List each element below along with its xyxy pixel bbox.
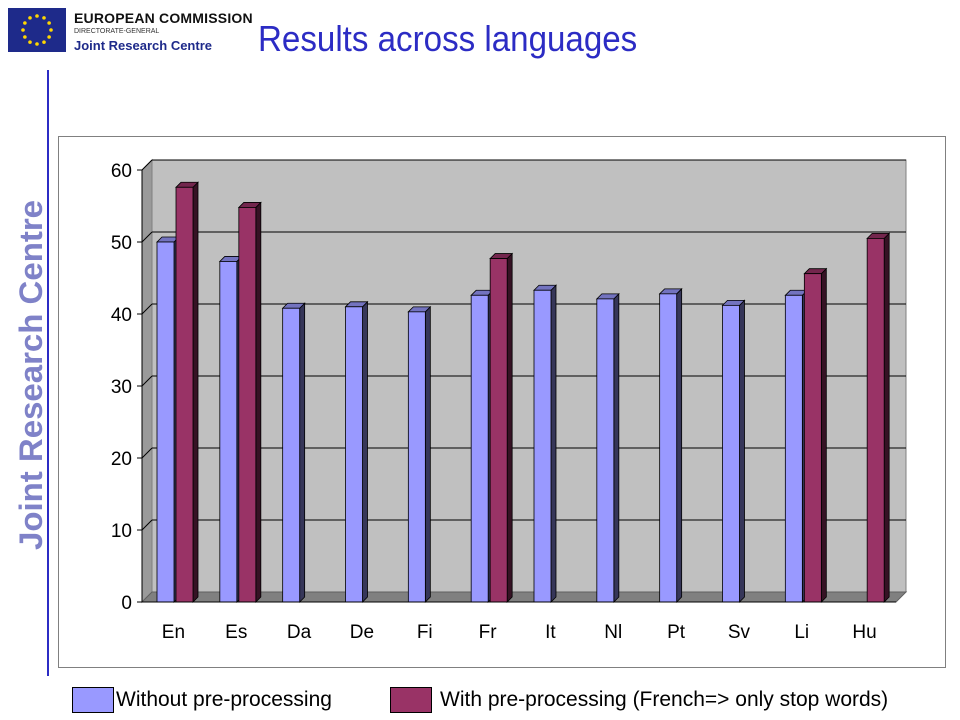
bar-side: [424, 305, 431, 603]
flag-star: [49, 28, 53, 32]
y-tick-label: 30: [111, 377, 132, 398]
y-tick-label: 0: [121, 593, 132, 614]
bar-side: [820, 267, 827, 603]
legend-label-series2: With pre-processing (French=> only stop …: [440, 688, 889, 711]
bar-fr-series1: [470, 294, 489, 603]
bar-li-series1: [784, 294, 803, 603]
bar-pt-series1: [659, 293, 678, 603]
legend-label-series1: Without pre-processing: [116, 688, 332, 711]
side-rule: [47, 70, 49, 676]
chart-legend: Without pre-processing With pre-processi…: [72, 686, 952, 716]
bar-de-series1: [345, 306, 363, 603]
bar-fi-series1: [407, 311, 426, 603]
flag-star: [23, 35, 27, 39]
bar-es-series2: [238, 207, 257, 603]
flag-star: [47, 35, 51, 39]
bar-side: [506, 252, 513, 603]
bar-li-series2: [803, 273, 822, 603]
x-tick-label: Da: [287, 622, 312, 643]
flag-star: [35, 14, 39, 18]
eu-flag-icon: [8, 8, 66, 52]
y-tick-label: 50: [111, 233, 132, 254]
x-tick-label: Sv: [728, 622, 751, 643]
bar-es-series1: [219, 261, 238, 603]
gridline-side: [141, 519, 153, 531]
org-name: EUROPEAN COMMISSION: [74, 10, 253, 26]
y-tick-label: 10: [111, 521, 132, 542]
side-label: Joint Research Centre: [13, 200, 49, 550]
bar-chart: 0 10 20 30 40 50 60 En Es Da De Fi Fr It Nl Pt Sv Li Hu: [111, 158, 908, 643]
bar-nl-series1: [596, 298, 615, 603]
flag-star: [35, 42, 39, 46]
y-tick-label: 60: [111, 161, 132, 182]
gridline-side: [141, 303, 153, 315]
org-directorate: DIRECTORATE-GENERAL: [74, 28, 160, 35]
bar-side: [192, 181, 199, 603]
y-tick-label: 20: [111, 449, 132, 470]
flag-star: [28, 16, 32, 20]
bar-side: [739, 299, 745, 603]
ec-jrc-logo: EUROPEAN COMMISSION DIRECTORATE-GENERAL …: [8, 6, 253, 58]
bar-side: [613, 292, 620, 603]
x-tick-label: Hu: [852, 622, 876, 643]
bar-side: [883, 232, 890, 603]
org-centre: Joint Research Centre: [74, 38, 212, 53]
flag-star: [23, 21, 27, 25]
y-tick-label: 40: [111, 305, 132, 326]
bar-da-series1: [282, 307, 301, 603]
x-tick-label: Es: [225, 622, 247, 643]
x-tick-label: Li: [794, 622, 809, 643]
flag-star: [47, 21, 51, 25]
flag-star: [28, 40, 32, 44]
gridline-side: [141, 375, 153, 387]
x-tick-label: It: [545, 622, 556, 643]
gridline-side: [141, 447, 153, 459]
gridline-side: [141, 231, 153, 243]
x-tick-label: Fi: [417, 622, 433, 643]
bar-it-series1: [533, 289, 552, 603]
bar-fr-series2: [489, 258, 508, 603]
legend-swatch-series1: [72, 687, 114, 713]
bar-side: [255, 201, 262, 603]
gridline-side: [141, 159, 153, 171]
flag-star: [21, 28, 25, 32]
page-title: Results across languages: [258, 18, 638, 59]
bar-en-series1: [156, 241, 175, 603]
bar-hu-series2: [866, 238, 885, 603]
bar-en-series2: [175, 186, 194, 603]
x-tick-label: En: [162, 622, 185, 643]
bar-side: [299, 302, 306, 603]
flag-star: [42, 16, 46, 20]
bar-side: [676, 287, 683, 603]
bar-side: [550, 284, 557, 603]
bar-side: [362, 300, 368, 603]
bar-sv-series1: [722, 304, 740, 603]
flag-star: [42, 40, 46, 44]
x-tick-label: Nl: [604, 622, 622, 643]
x-tick-label: Pt: [667, 622, 686, 643]
x-tick-label: De: [350, 622, 374, 643]
legend-swatch-series2: [390, 687, 432, 713]
side-label-text: Joint Research Centre: [13, 200, 49, 550]
x-tick-label: Fr: [479, 622, 498, 643]
